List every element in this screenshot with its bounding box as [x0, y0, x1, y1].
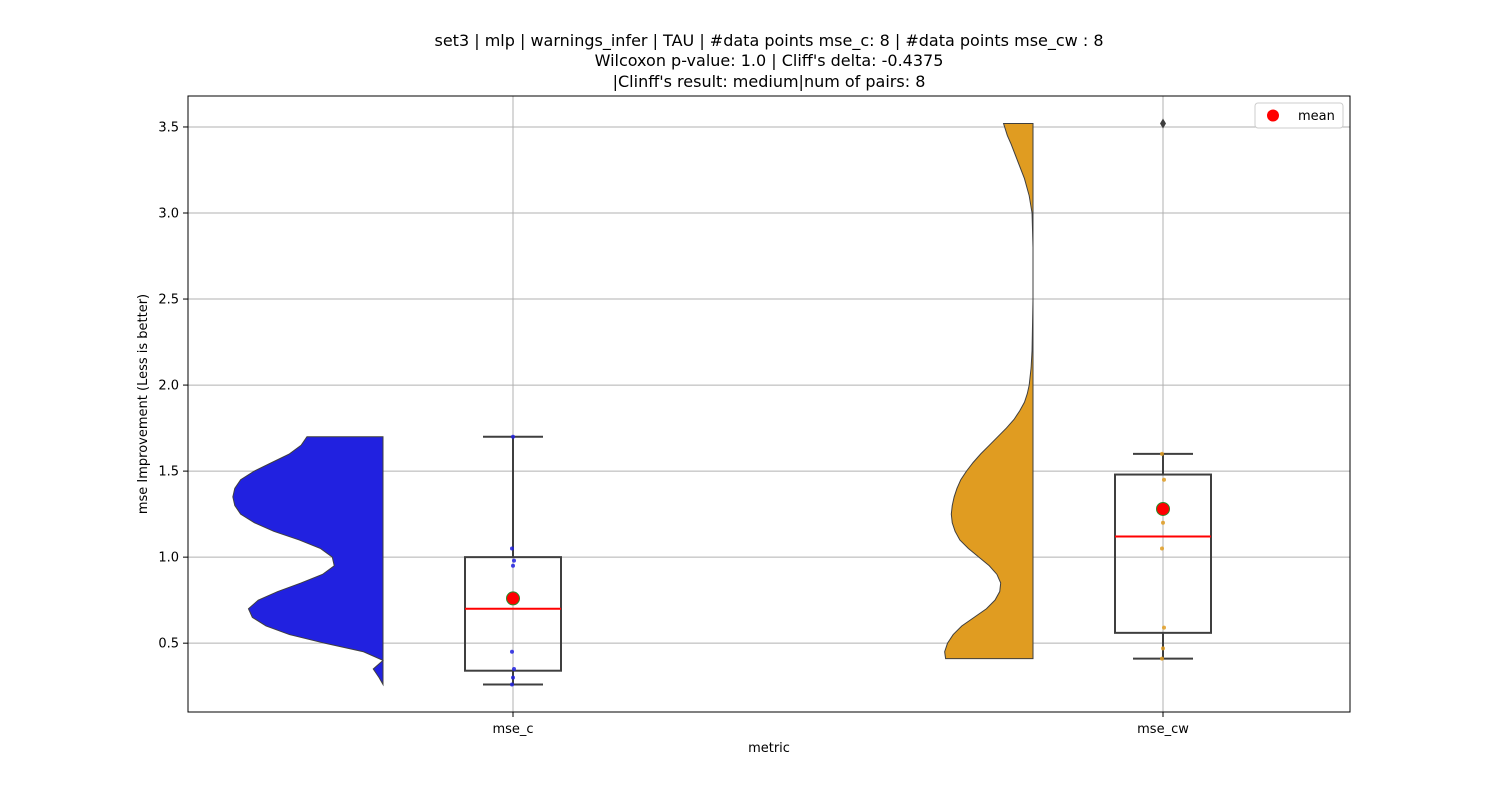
- data-point-mse_cw: [1162, 477, 1166, 482]
- data-point-mse_cw: [1162, 625, 1166, 630]
- chart-title-line-2: Wilcoxon p-value: 1.0 | Cliff's delta: -…: [595, 51, 944, 70]
- data-point-mse_c: [510, 682, 514, 687]
- y-tick-label: 1.5: [158, 465, 179, 480]
- legend-frame: [1254, 102, 1344, 129]
- data-point-mse_c: [511, 675, 515, 680]
- box-mse_cw: [1114, 473, 1212, 634]
- chart-title-line-1: set3 | mlp | warnings_infer | TAU | #dat…: [435, 31, 1104, 51]
- y-tick-label: 2.0: [158, 379, 179, 394]
- y-tick-label: 0.5: [158, 637, 179, 652]
- data-point-mse_c: [511, 434, 515, 439]
- data-point-mse_cw: [1161, 646, 1165, 651]
- y-tick-label: 3.0: [158, 207, 179, 222]
- data-point-mse_cw: [1160, 656, 1164, 661]
- plot-area: 0.5 1.0 1.5 2.0 2.5 3.0 3.5 mse_c mse_cw: [158, 95, 1351, 737]
- y-tick-label: 1.0: [158, 551, 179, 566]
- data-point-mse_c: [512, 558, 516, 563]
- x-axis-label: metric: [748, 741, 790, 756]
- violin-mse_c: [232, 436, 384, 687]
- mean-marker-mse_c: [506, 591, 520, 606]
- chart-title-line-3: |Clinff's result: medium|num of pairs: 8: [613, 72, 926, 91]
- x-tick-label-mse_c: mse_c: [492, 722, 533, 737]
- legend-mean-marker: [1267, 109, 1279, 122]
- data-point-mse_c: [512, 666, 516, 671]
- mean-marker-mse_cw: [1156, 501, 1170, 516]
- data-point-mse_c: [510, 649, 514, 654]
- data-point-mse_cw: [1160, 546, 1164, 551]
- y-axis-label: mse Improvement (Less is better): [136, 294, 151, 514]
- legend-mean-label: mean: [1298, 109, 1335, 124]
- y-tick-label: 2.5: [158, 293, 179, 308]
- x-tick-label-mse_cw: mse_cw: [1137, 722, 1189, 737]
- data-point-mse_c: [511, 563, 515, 568]
- violin-mse_cw: [944, 123, 1034, 660]
- data-point-mse_cw: [1161, 520, 1165, 525]
- legend: mean: [1254, 102, 1344, 129]
- data-point-mse_cw: [1160, 451, 1164, 456]
- axes-frame: [187, 95, 1351, 713]
- outlier-mse_cw: [1160, 118, 1166, 129]
- y-tick-label: 3.5: [158, 120, 179, 135]
- data-point-mse_c: [510, 546, 514, 551]
